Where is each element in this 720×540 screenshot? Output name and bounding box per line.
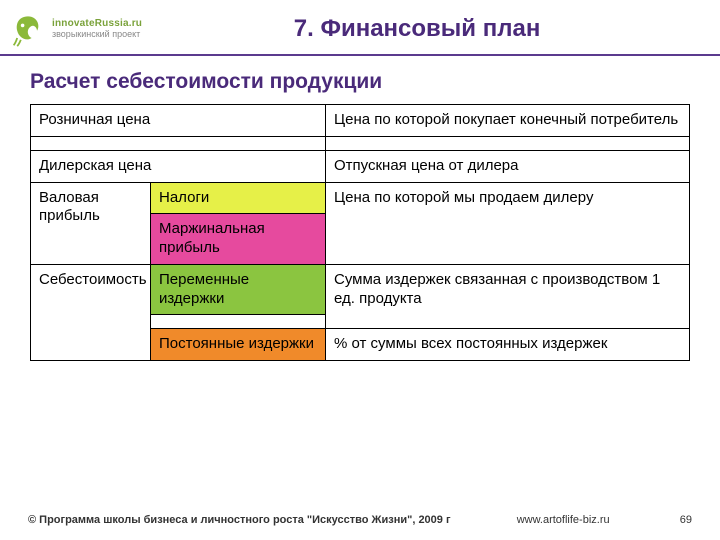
table-row: Розничная цена Цена по которой покупает … (31, 105, 690, 137)
slide: innovateRussia.ru зворыкинский проект 7.… (0, 0, 720, 540)
footer-page: 69 (680, 514, 692, 526)
cell-cost-label: Себестоимость (31, 264, 151, 360)
cell-tax: Налоги (151, 182, 326, 214)
cell-var: Переменные издержки (151, 264, 326, 315)
cell-retail-label: Розничная цена (31, 105, 326, 137)
cell-empty (31, 136, 326, 150)
cell-fix: Постоянные издержки (151, 329, 326, 361)
cell-dealer-desc: Отпускная цена от дилера (326, 150, 690, 182)
cell-empty (151, 315, 326, 329)
logo-sub: зворыкинский проект (52, 29, 142, 40)
cell-var-desc: Сумма издержек связанная с производством… (326, 264, 690, 329)
table-row-spacer (31, 136, 690, 150)
logo-text: innovateRussia.ru зворыкинский проект (52, 18, 142, 40)
table-row: Валовая прибыль Налоги Цена по которой м… (31, 182, 690, 214)
logo-brand: innovateRussia.ru (52, 18, 142, 29)
cell-dealer-label: Дилерская цена (31, 150, 326, 182)
cell-gross-desc: Цена по которой мы продаем дилеру (326, 182, 690, 264)
footer-copyright: © Программа школы бизнеса и личностного … (28, 514, 451, 526)
cell-margin: Маржинальная прибыль (151, 214, 326, 265)
footer-site: www.artoflife-biz.ru (517, 514, 610, 526)
cell-empty (326, 136, 690, 150)
logo-icon (10, 11, 46, 47)
subtitle: Расчет себестоимости продукции (30, 70, 690, 94)
cell-fix-desc: % от суммы всех постоянных издержек (326, 329, 690, 361)
table-row: Себестоимость Переменные издержки Сумма … (31, 264, 690, 315)
logo: innovateRussia.ru зворыкинский проект (10, 11, 142, 47)
header: innovateRussia.ru зворыкинский проект 7.… (0, 0, 720, 56)
page-title: 7. Финансовый план (142, 15, 692, 43)
table-row: Дилерская цена Отпускная цена от дилера (31, 150, 690, 182)
content: Расчет себестоимости продукции Розничная… (0, 56, 720, 361)
cell-retail-desc: Цена по которой покупает конечный потреб… (326, 105, 690, 137)
cell-gross-label: Валовая прибыль (31, 182, 151, 264)
footer: © Программа школы бизнеса и личностного … (0, 514, 720, 526)
cost-table: Розничная цена Цена по которой покупает … (30, 104, 690, 361)
